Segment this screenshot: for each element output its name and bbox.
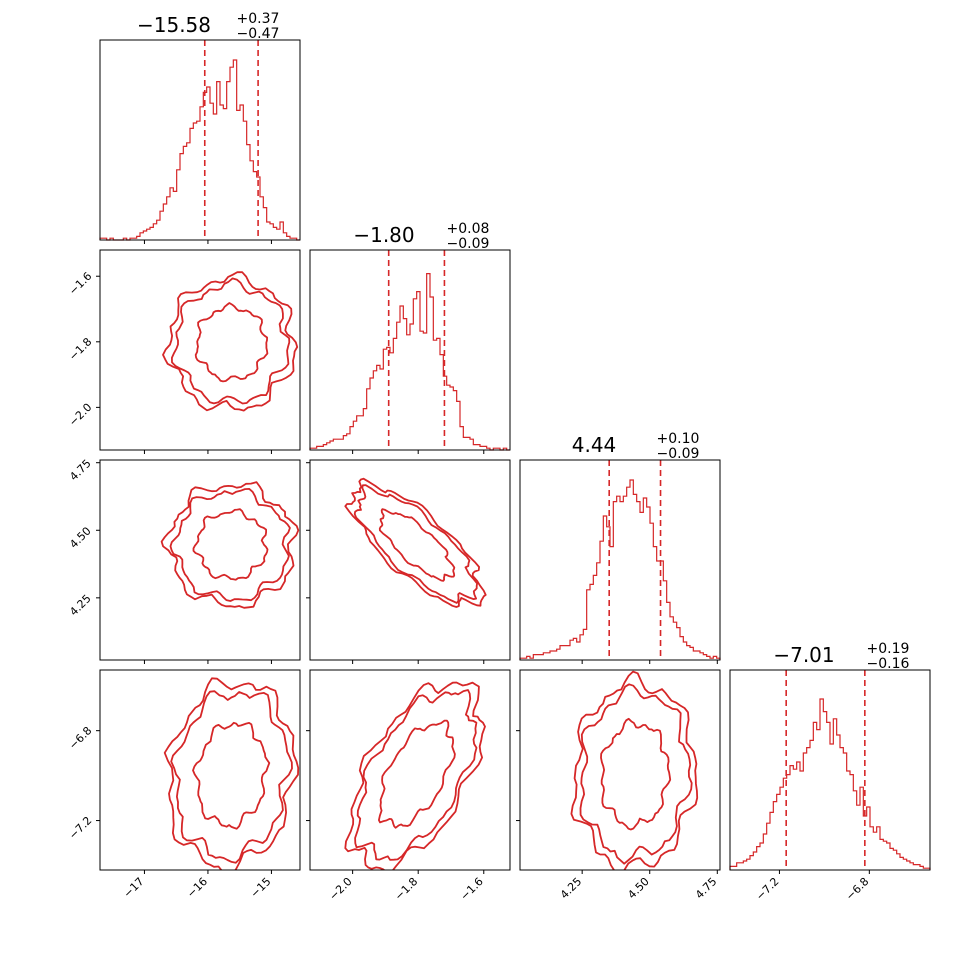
- contour-inner: [192, 508, 269, 581]
- contour-middle: [171, 277, 291, 405]
- contour-middle: [354, 689, 478, 861]
- x-tick-label: −1.6: [458, 875, 486, 903]
- contour-group: [163, 677, 300, 870]
- contour-inner: [378, 719, 456, 829]
- contour-middle: [579, 683, 693, 865]
- y-tick-label: −7.2: [66, 814, 94, 842]
- contour-outer: [344, 681, 486, 870]
- contour-inner: [194, 302, 269, 383]
- x-tick-label: −15: [248, 875, 274, 901]
- title-median: −1.80: [353, 223, 414, 247]
- contour-group: [162, 271, 299, 412]
- panel-title: 4.44: [572, 433, 617, 457]
- title-plus: +0.19: [867, 641, 910, 657]
- panel-frame: [99, 669, 301, 871]
- contour-panel-3-0: −17 −16 −15 −7.2 −6.8: [66, 669, 301, 901]
- contour-outer: [344, 477, 487, 608]
- x-tick-label: −1.8: [392, 875, 420, 903]
- x-tick-label: 4.75: [693, 875, 720, 902]
- y-tick-label: 4.75: [67, 457, 94, 484]
- contour-panel-2-0: 4.25 4.50 4.75: [67, 457, 301, 664]
- title-minus: −0.16: [867, 656, 910, 672]
- contour-group: [160, 481, 300, 609]
- y-tick-label: −2.0: [66, 401, 94, 429]
- x-tick-label: 4.25: [558, 875, 585, 902]
- contour-inner: [192, 721, 271, 830]
- panel-title: −15.58: [137, 13, 211, 37]
- title-median: 4.44: [572, 433, 617, 457]
- contour-middle: [353, 484, 478, 604]
- contour-group: [344, 477, 487, 608]
- panel-frame: [729, 669, 931, 871]
- panel-frame: [519, 459, 721, 661]
- hist-panel-1: −1.80 +0.08−0.09: [309, 221, 511, 454]
- panel-frame: [309, 249, 511, 451]
- panel-title: −7.01: [773, 643, 834, 667]
- contour-panel-3-1: −2.0 −1.8 −1.6: [306, 669, 511, 903]
- panel-frame: [99, 459, 301, 661]
- panel-frame: [309, 669, 511, 871]
- panel-frame: [519, 669, 721, 871]
- x-tick-label: −6.8: [843, 875, 871, 903]
- contour-group: [344, 681, 486, 870]
- title-minus: −0.47: [237, 26, 280, 42]
- contour-outer: [163, 677, 300, 870]
- contour-inner: [600, 717, 672, 831]
- x-tick-label: −16: [184, 875, 210, 901]
- panel-frame: [99, 249, 301, 451]
- contour-outer: [160, 481, 300, 609]
- hist-panel-2: 4.44 +0.10−0.09: [519, 431, 721, 664]
- x-tick-label: 4.50: [625, 875, 652, 902]
- contour-inner: [378, 508, 456, 582]
- contour-outer: [570, 670, 699, 870]
- title-minus: −0.09: [657, 446, 700, 462]
- contour-panel-3-2: 4.25 4.50 4.75: [516, 669, 721, 902]
- contour-panel-1-0: −2.0 −1.8 −1.6: [66, 249, 301, 454]
- x-tick-label: −17: [121, 875, 147, 901]
- hist-panel-3: −7.01 +0.19−0.16 −7.2 −6.8: [729, 641, 931, 903]
- histogram-step: [99, 59, 300, 241]
- panel-frame: [99, 39, 301, 241]
- contour-group: [570, 670, 699, 870]
- title-plus: +0.37: [237, 11, 280, 27]
- title-minus: −0.09: [447, 236, 490, 252]
- y-tick-label: 4.25: [67, 592, 94, 619]
- panel-frame: [309, 459, 511, 661]
- contour-middle: [170, 690, 293, 864]
- panel-title: −1.80: [353, 223, 414, 247]
- y-tick-label: −6.8: [66, 724, 94, 752]
- x-tick-label: −2.0: [327, 875, 355, 903]
- contour-outer: [162, 271, 299, 412]
- histogram-step: [729, 698, 931, 870]
- histogram-step: [309, 273, 510, 451]
- y-tick-label: 4.50: [67, 524, 94, 551]
- histogram-step: [519, 479, 721, 660]
- title-median: −15.58: [137, 13, 211, 37]
- x-tick-label: −7.2: [753, 875, 781, 903]
- title-plus: +0.10: [657, 431, 700, 447]
- title-median: −7.01: [773, 643, 834, 667]
- hist-panel-0: −15.58 +0.37−0.47: [99, 11, 301, 244]
- title-plus: +0.08: [447, 221, 490, 237]
- contour-middle: [169, 488, 291, 602]
- y-tick-label: −1.8: [66, 335, 94, 363]
- y-tick-label: −1.6: [66, 270, 94, 298]
- contour-panel-2-1: [306, 459, 511, 664]
